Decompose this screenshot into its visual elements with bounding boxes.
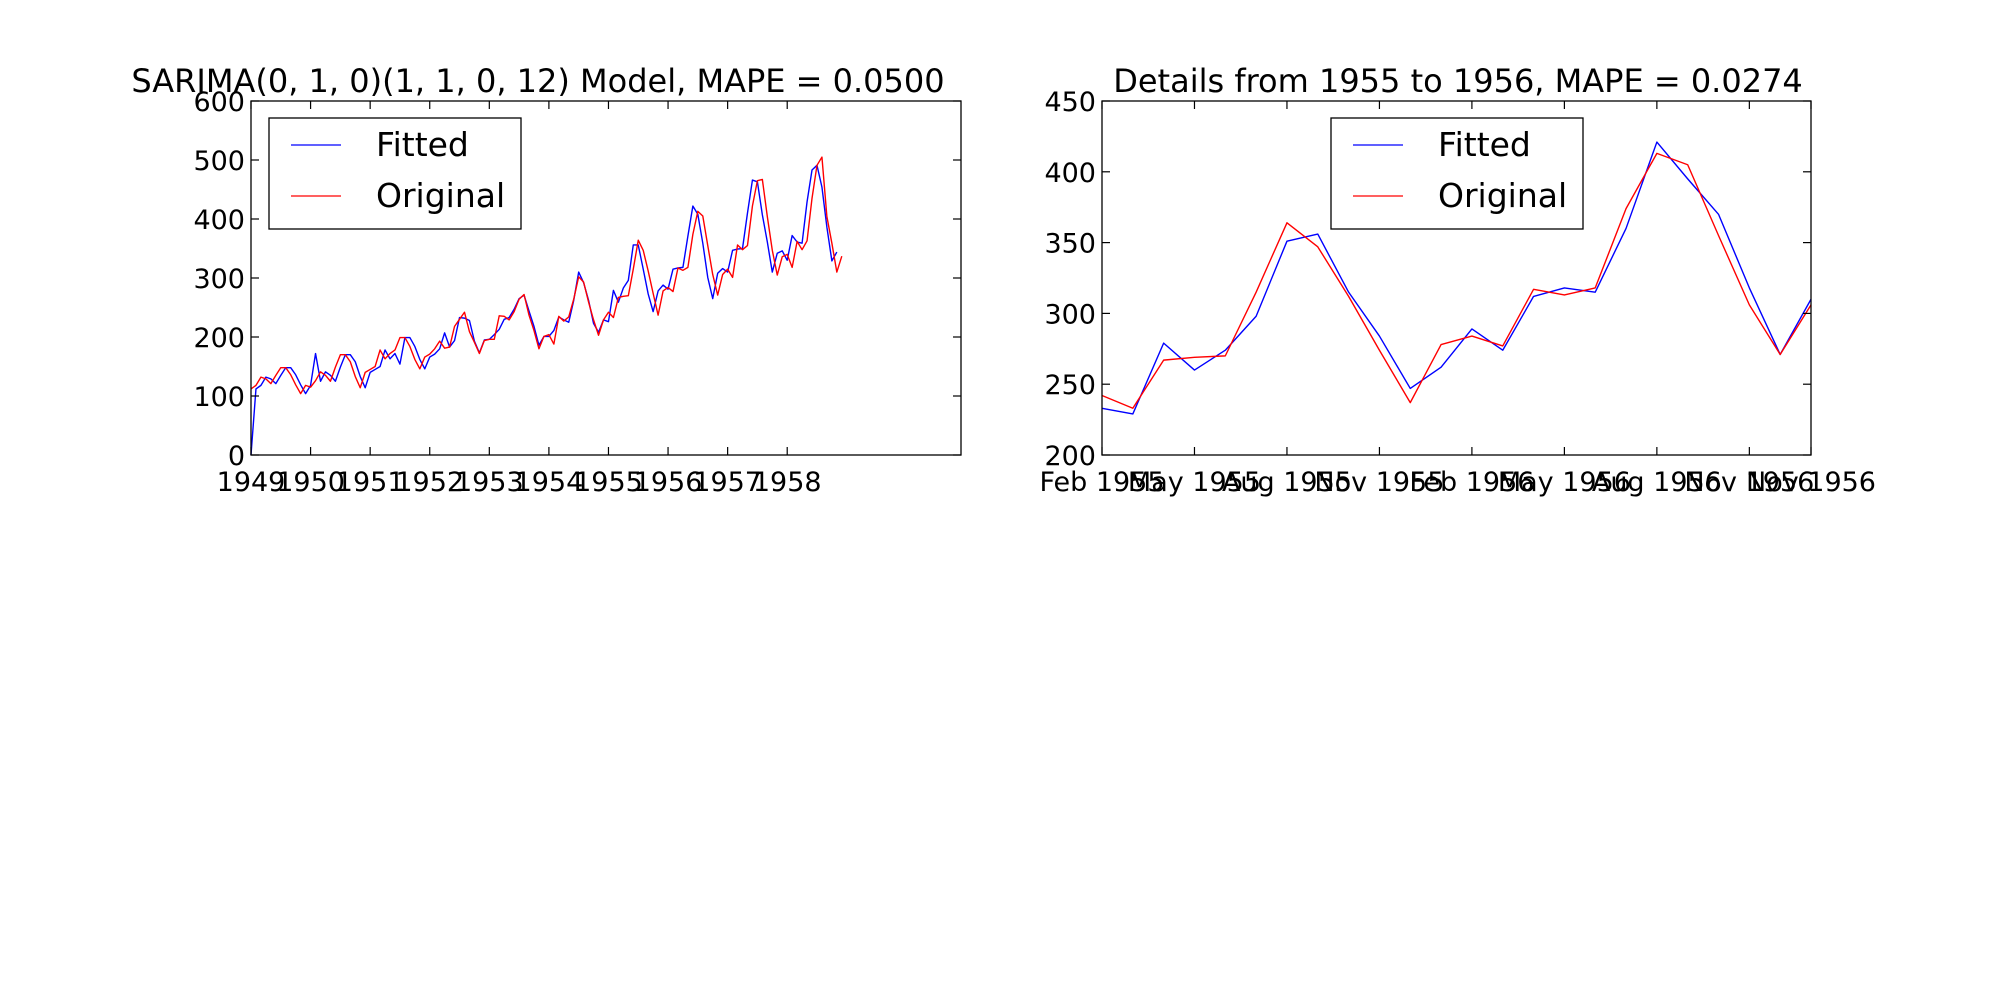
right-y-tick-label: 400 — [1044, 158, 1096, 189]
left-x-tick-label: 1949 — [217, 467, 286, 498]
left-chart-panel: SARIMA(0, 1, 0)(1, 1, 0, 12) Model, MAPE… — [131, 62, 962, 498]
right-y-tick-label: 200 — [1044, 441, 1096, 472]
right-x-tick-label: May 1956 — [1498, 467, 1631, 498]
right-series-original-line — [1101, 152, 1812, 409]
left-series-layer — [250, 156, 843, 456]
right-x-tick-label: Aug 1955 — [1222, 467, 1352, 498]
right-series-fitted-line — [1101, 141, 1812, 415]
left-y-tick-label: 0 — [228, 441, 245, 472]
right-y-tick-label: 250 — [1044, 370, 1096, 401]
left-y-tick-label: 100 — [193, 382, 245, 413]
right-x-tick-label: May 1955 — [1128, 467, 1261, 498]
left-x-tick-label: 1956 — [634, 467, 703, 498]
left-y-tick-label: 400 — [193, 205, 245, 236]
left-y-tick-label: 200 — [193, 323, 245, 354]
right-axes-frame — [1101, 100, 1812, 456]
right-y-tick-label: 450 — [1044, 87, 1096, 118]
right-legend: Fitted Original — [1330, 117, 1584, 230]
right-x-tick-label: Nov 1956 — [1684, 467, 1814, 498]
right-legend-original-label: Original — [1438, 176, 1567, 215]
left-y-tick-label: 600 — [193, 87, 245, 118]
left-legend-original-label: Original — [376, 176, 505, 215]
right-y-tick-label: 300 — [1044, 299, 1096, 330]
left-legend: Fitted Original — [268, 117, 522, 230]
left-ticks-layer: 1949195019511952195319541955195619571958… — [193, 87, 961, 498]
left-y-tick-label: 500 — [193, 146, 245, 177]
left-x-tick-label: 1954 — [515, 467, 584, 498]
left-y-tick-label: 300 — [193, 264, 245, 295]
left-x-tick-label: 1953 — [455, 467, 524, 498]
left-legend-box — [268, 117, 522, 230]
left-x-tick-label: 1952 — [395, 467, 464, 498]
left-x-tick-label: 1957 — [693, 467, 762, 498]
right-legend-fitted-label: Fitted — [1438, 125, 1531, 164]
left-x-tick-label: 1955 — [574, 467, 643, 498]
right-x-tick-label: Nov 1955 — [1314, 467, 1444, 498]
right-x-tick-label: Feb 1956 — [1409, 467, 1534, 498]
right-chart-panel: Details from 1955 to 1956, MAPE = 0.0274… — [1039, 62, 1876, 498]
right-chart-title: Details from 1955 to 1956, MAPE = 0.0274 — [1113, 62, 1803, 100]
right-x-tick-label: Aug 1956 — [1592, 467, 1722, 498]
left-x-tick-label: 1958 — [753, 467, 822, 498]
right-series-layer — [1101, 141, 1812, 415]
right-y-tick-label: 350 — [1044, 229, 1096, 260]
right-x-tick-label: Feb 1955 — [1039, 467, 1164, 498]
left-series-original-line — [250, 156, 843, 395]
left-legend-fitted-label: Fitted — [376, 125, 469, 164]
left-x-tick-label: 1950 — [276, 467, 345, 498]
right-x-tick-label: Nov 1956 — [1746, 467, 1876, 498]
right-legend-box — [1330, 117, 1584, 230]
left-chart-title: SARIMA(0, 1, 0)(1, 1, 0, 12) Model, MAPE… — [131, 62, 944, 100]
left-x-tick-label: 1951 — [336, 467, 405, 498]
